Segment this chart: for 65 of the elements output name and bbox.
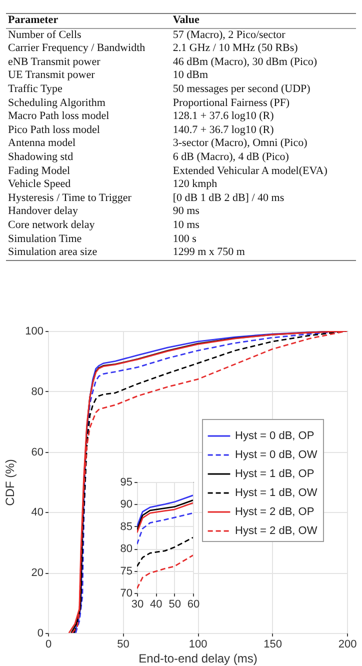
legend-label: Hyst = 2 dB, OP (235, 506, 314, 518)
x-tick-label: 100 (188, 638, 208, 650)
x-tick-label: 200 (338, 638, 357, 650)
y-tick-label: 95 (120, 476, 132, 488)
y-tick-label: 85 (120, 520, 132, 533)
text: 46 dBm (Macro), 30 dBm (Pico) (172, 56, 318, 70)
text: Core network delay (7, 218, 96, 232)
y-tick-label: 60 (31, 446, 44, 458)
text: [0 dB 1 dB 2 dB] / 40 ms (172, 192, 286, 206)
text: Handover delay (7, 205, 79, 219)
x-tick-label: 50 (168, 598, 181, 610)
text: Simulation area size (7, 246, 98, 260)
legend-label: Hyst = 1 dB, OW (235, 487, 318, 499)
text: Macro Path loss model (7, 110, 110, 124)
text: Parameter (6, 14, 171, 28)
legend-label: Hyst = 2 dB, OW (235, 525, 318, 537)
text: Shadowing std (7, 150, 74, 165)
text: Vehicle Speed (7, 178, 72, 192)
text: 10 ms (172, 218, 200, 232)
text: 90 ms (172, 205, 200, 219)
text: 3-sector (Macro), Omni (Pico) (172, 137, 308, 151)
x-tick-label: 30 (131, 598, 144, 610)
y-tick-label: 100 (25, 326, 44, 338)
y-tick-label: 75 (120, 565, 132, 578)
y-tick-label: 70 (120, 588, 132, 600)
legend-label: Hyst = 1 dB, OP (235, 468, 314, 480)
text: Proportional Fairness (PF) (172, 96, 291, 110)
legend-label: Hyst = 0 dB, OW (235, 449, 318, 461)
text: 128.1 + 37.6 log10 (R) (172, 110, 275, 124)
text: Traffic Type (7, 82, 64, 97)
text: 57 (Macro), 2 Pico/sector (172, 28, 286, 42)
text: Number of Cells (7, 28, 82, 42)
x-tick-label: 60 (187, 598, 200, 610)
x-axis-title: End-to-end delay (ms) (138, 652, 258, 666)
text: eNB Transmit power (7, 56, 102, 70)
text: Fading Model (7, 164, 72, 178)
text: Hysteresis / Time to Trigger (7, 192, 132, 206)
text: Carrier Frequency / Bandwidth (7, 42, 146, 56)
x-tick-label: 0 (45, 638, 52, 650)
text: 10 dBm (172, 69, 210, 83)
text: Scheduling Algorithm (7, 96, 106, 110)
y-tick-label: 20 (31, 567, 44, 580)
y-axis-title: CDF (%) (3, 459, 18, 506)
text: Value (170, 14, 356, 28)
text: Simulation Time (7, 232, 83, 246)
text: 120 kmph (172, 178, 218, 192)
y-tick-label: 80 (31, 386, 44, 398)
text: 6 dB (Macro), 4 dB (Pico) (172, 150, 290, 165)
y-tick-label: 90 (120, 498, 132, 511)
x-tick-label: 40 (150, 598, 162, 610)
legend-label: Hyst = 0 dB, OP (235, 430, 314, 442)
text: Extended Vehicular A model(EVA) (172, 164, 328, 178)
text: 1299 m x 750 m (172, 246, 246, 260)
y-tick-label: 80 (120, 543, 132, 556)
text: 140.7 + 36.7 log10 (R) (172, 124, 275, 138)
y-tick-label: 0 (37, 628, 44, 640)
x-tick-label: 50 (117, 638, 130, 650)
y-tick-label: 40 (31, 506, 44, 519)
text: 100 s (172, 232, 198, 246)
x-tick-label: 150 (264, 638, 282, 650)
text: UE Transmit power (7, 69, 96, 83)
text: 2.1 GHz / 10 MHz (50 RBs) (172, 42, 299, 56)
text: Pico Path loss model (7, 124, 101, 138)
text: Antenna model (7, 137, 77, 151)
text: 50 messages per second (UDP) (172, 82, 312, 97)
